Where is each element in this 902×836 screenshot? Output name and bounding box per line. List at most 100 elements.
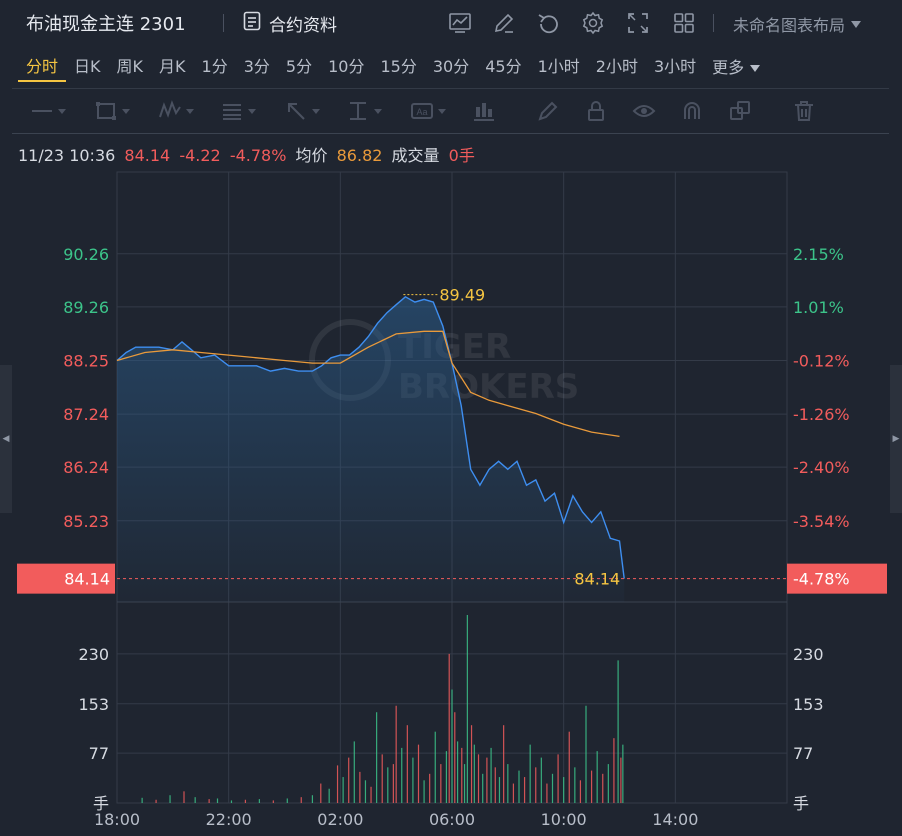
measure-tool[interactable] xyxy=(346,99,382,123)
period-tab[interactable]: 月K xyxy=(159,57,186,76)
brush-tool[interactable] xyxy=(536,99,560,123)
grid-layout-icon[interactable] xyxy=(672,11,696,35)
period-tab[interactable]: 30分 xyxy=(432,57,470,76)
quote-change: -4.22 xyxy=(179,146,221,165)
period-tab[interactable]: 3小时 xyxy=(653,57,697,76)
measure-icon xyxy=(350,102,366,120)
quote-change-pct: -4.78% xyxy=(229,146,287,165)
contract-info-label: 合约资料 xyxy=(269,15,337,36)
shape-tool[interactable] xyxy=(94,99,130,123)
volume-axis-label: 153 xyxy=(78,695,109,714)
volume-axis-label: 153 xyxy=(793,695,824,714)
position-tool[interactable] xyxy=(472,99,496,123)
more-label: 更多 xyxy=(712,58,745,77)
delete-tool[interactable] xyxy=(792,99,816,123)
period-tab[interactable]: 10分 xyxy=(328,57,365,76)
pct-axis-label: -1.26% xyxy=(793,405,850,424)
quote-datetime: 11/23 10:36 xyxy=(18,146,116,165)
volume-axis-label: 手 xyxy=(93,794,109,813)
last-pct-badge xyxy=(787,563,887,594)
edit-icon[interactable] xyxy=(492,11,516,35)
pct-axis-label: -0.12% xyxy=(793,351,850,370)
price-axis-label: 88.25 xyxy=(63,351,109,370)
lock-tool[interactable] xyxy=(584,99,608,123)
period-tab[interactable]: 15分 xyxy=(380,57,417,76)
layout-label: 未命名图表布局 xyxy=(733,16,846,35)
header-divider xyxy=(223,14,224,32)
volume-label: 成交量 xyxy=(391,146,440,165)
price-axis-label: 84.14 xyxy=(64,570,110,589)
eye-icon xyxy=(632,105,656,117)
period-tab[interactable]: 5分 xyxy=(285,57,313,76)
volume-axis-label: 230 xyxy=(793,645,824,664)
price-axis-label: 87.24 xyxy=(63,405,109,424)
time-axis-label: 18:00 xyxy=(94,810,140,829)
period-tab[interactable]: 分时 xyxy=(18,54,67,82)
rectangle-icon xyxy=(96,102,116,120)
pct-axis-label: 1.01% xyxy=(793,298,844,317)
trash-icon xyxy=(795,101,813,121)
time-axis-label: 22:00 xyxy=(206,810,252,829)
scroll-right-button[interactable]: ▶ xyxy=(890,365,902,513)
text-tool[interactable]: Aa xyxy=(410,99,446,123)
pct-axis-label: -4.78% xyxy=(793,570,850,589)
header-divider xyxy=(713,14,714,32)
more-periods-button[interactable]: 更多 xyxy=(704,54,768,82)
arrow-tool[interactable] xyxy=(284,99,320,123)
document-icon xyxy=(243,11,261,36)
high-price-label: 89.49 xyxy=(439,286,485,305)
price-area xyxy=(117,296,625,602)
price-axis-label: 90.26 xyxy=(63,245,109,264)
chart-header: 布油现金主连 2301 合约资料 未命名图表布局 xyxy=(0,0,902,46)
chevron-left-icon: ◀ xyxy=(2,434,10,444)
fibonacci-icon xyxy=(223,104,241,120)
period-tab[interactable]: 3分 xyxy=(243,57,270,76)
scroll-left-button[interactable]: ◀ xyxy=(0,365,12,513)
line-tool[interactable] xyxy=(30,99,66,123)
pattern-icon xyxy=(159,100,181,118)
avg-price-line xyxy=(116,330,620,438)
fullscreen-icon[interactable] xyxy=(626,11,650,35)
period-tab[interactable]: 2小时 xyxy=(595,57,638,76)
magnet-tool[interactable] xyxy=(680,99,704,123)
brush-icon xyxy=(538,101,558,121)
chevron-right-icon: ▶ xyxy=(892,434,900,444)
contract-info-button[interactable]: 合约资料 xyxy=(243,10,337,36)
arrow-icon xyxy=(288,103,305,120)
time-axis-label: 02:00 xyxy=(317,810,363,829)
pattern-tool[interactable] xyxy=(158,99,194,123)
time-axis-label: 10:00 xyxy=(541,810,587,829)
volume-value: 0手 xyxy=(448,146,475,165)
lock-icon xyxy=(588,101,604,121)
svg-text:Aa: Aa xyxy=(416,107,427,117)
candle-icon xyxy=(474,103,494,121)
period-tab[interactable]: 日K xyxy=(74,57,101,76)
fibonacci-tool[interactable] xyxy=(220,99,256,123)
time-axis-label: 14:00 xyxy=(652,810,698,829)
undo-icon[interactable] xyxy=(536,11,560,35)
quote-info-line: 11/23 10:36 84.14 -4.22 -4.78% 均价 86.82 … xyxy=(18,142,479,166)
last-price-label: 84.14 xyxy=(574,570,620,589)
caret-down-icon xyxy=(750,64,761,72)
period-tab[interactable]: 45分 xyxy=(485,57,522,76)
pct-axis-label: -3.54% xyxy=(793,512,850,531)
period-tabs: 分时 日K 周K 月K 1分 3分 5分 10分 15分 30分 45分 1小时 2小时 3小时 更多 xyxy=(18,54,768,82)
pct-axis-label: -2.40% xyxy=(793,458,850,477)
instrument-title[interactable]: 布油现金主连 2301 xyxy=(26,14,186,35)
layers-tool[interactable] xyxy=(728,99,752,123)
price-axis-label: 85.23 xyxy=(63,512,109,531)
period-tab[interactable]: 1小时 xyxy=(537,57,580,76)
indicator-icon[interactable] xyxy=(448,11,472,35)
period-tab[interactable]: 1分 xyxy=(201,57,228,76)
visibility-tool[interactable] xyxy=(632,99,656,123)
price-axis-label: 89.26 xyxy=(63,298,109,317)
volume-axis-label: 77 xyxy=(793,744,813,763)
pct-axis-label: 2.15% xyxy=(793,245,844,264)
layers-icon xyxy=(730,101,750,120)
volume-axis-label: 手 xyxy=(793,794,809,813)
settings-icon[interactable] xyxy=(581,11,605,35)
caret-down-icon xyxy=(851,20,862,28)
period-tab[interactable]: 周K xyxy=(116,57,144,76)
layout-selector[interactable]: 未命名图表布局 xyxy=(733,12,862,36)
